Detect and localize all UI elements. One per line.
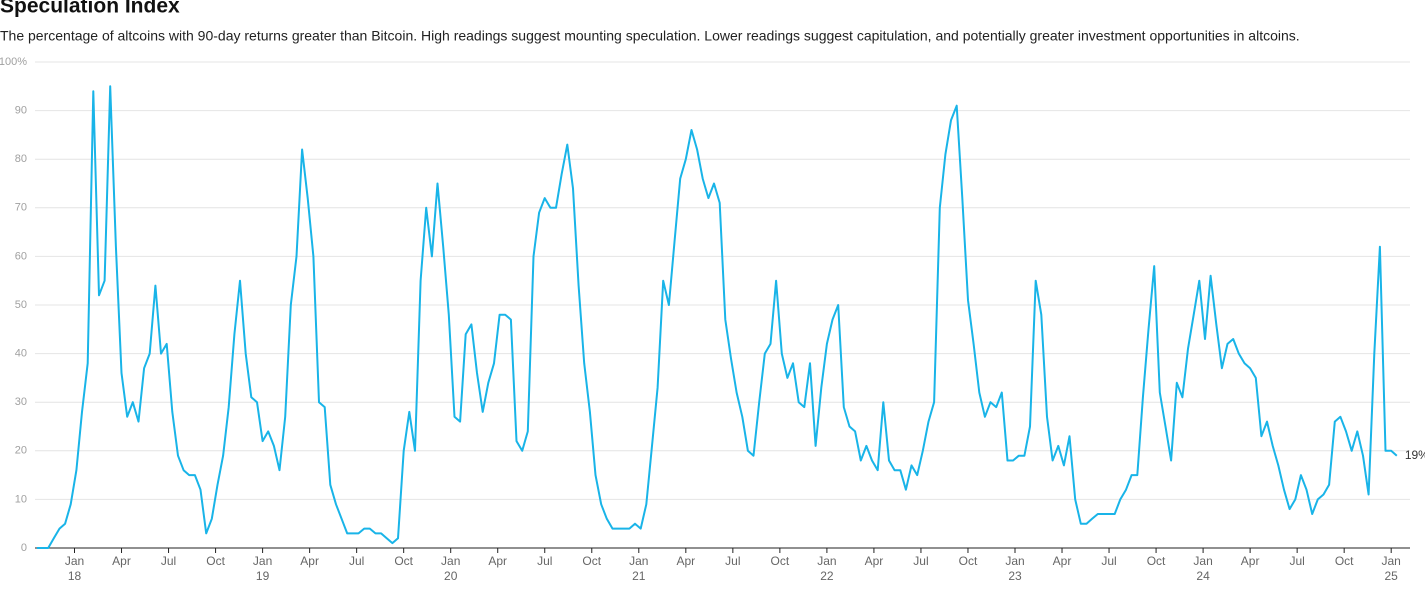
x-tick-label: Jul: [537, 554, 552, 568]
x-tick-label: Jan: [817, 554, 836, 568]
y-tick-label: 70: [15, 202, 27, 214]
x-tick-year: 24: [1196, 569, 1210, 583]
y-tick-label: 20: [15, 445, 27, 457]
x-tick-label: Apr: [676, 554, 695, 568]
x-tick-label: Jul: [725, 554, 740, 568]
x-tick-year: 23: [1008, 569, 1022, 583]
y-tick-label: 50: [15, 299, 27, 311]
x-tick-label: Apr: [112, 554, 131, 568]
x-tick-label: Jul: [913, 554, 928, 568]
x-tick-year: 18: [68, 569, 82, 583]
y-tick-label: 10: [15, 493, 27, 505]
x-tick-label: Oct: [582, 554, 601, 568]
y-tick-label: 60: [15, 250, 27, 262]
x-tick-label: Apr: [488, 554, 507, 568]
chart-title: Speculation Index: [0, 0, 180, 18]
x-tick-label: Jul: [349, 554, 364, 568]
x-tick-year: 19: [256, 569, 270, 583]
y-tick-label: 80: [15, 153, 27, 165]
end-label: 19%: [1405, 448, 1425, 462]
x-tick-label: Oct: [1147, 554, 1166, 568]
x-tick-label: Oct: [206, 554, 225, 568]
y-tick-label: 30: [15, 396, 27, 408]
x-tick-year: 20: [444, 569, 458, 583]
x-tick-label: Oct: [959, 554, 978, 568]
x-tick-label: Jan: [253, 554, 272, 568]
x-tick-label: Jan: [1005, 554, 1024, 568]
x-tick-label: Jan: [65, 554, 84, 568]
x-tick-label: Jul: [161, 554, 176, 568]
x-tick-label: Jan: [1382, 554, 1401, 568]
x-tick-label: Oct: [394, 554, 413, 568]
x-tick-year: 25: [1385, 569, 1399, 583]
x-tick-year: 22: [820, 569, 834, 583]
x-tick-label: Apr: [1241, 554, 1260, 568]
x-tick-label: Apr: [865, 554, 884, 568]
x-tick-label: Apr: [1053, 554, 1072, 568]
x-tick-label: Oct: [771, 554, 790, 568]
x-tick-label: Apr: [300, 554, 319, 568]
x-tick-year: 21: [632, 569, 646, 583]
data-line: [36, 85, 1398, 549]
y-tick-label: 90: [15, 105, 27, 117]
x-tick-label: Jan: [1193, 554, 1212, 568]
chart-subtitle: The percentage of altcoins with 90-day r…: [0, 28, 1300, 44]
y-tick-label: 0: [21, 542, 27, 554]
x-tick-label: Jan: [629, 554, 648, 568]
y-tick-label: 100%: [0, 56, 27, 68]
y-tick-label: 40: [15, 348, 27, 360]
x-tick-label: Oct: [1335, 554, 1354, 568]
x-tick-label: Jul: [1101, 554, 1116, 568]
x-tick-label: Jan: [441, 554, 460, 568]
x-tick-label: Jul: [1289, 554, 1304, 568]
